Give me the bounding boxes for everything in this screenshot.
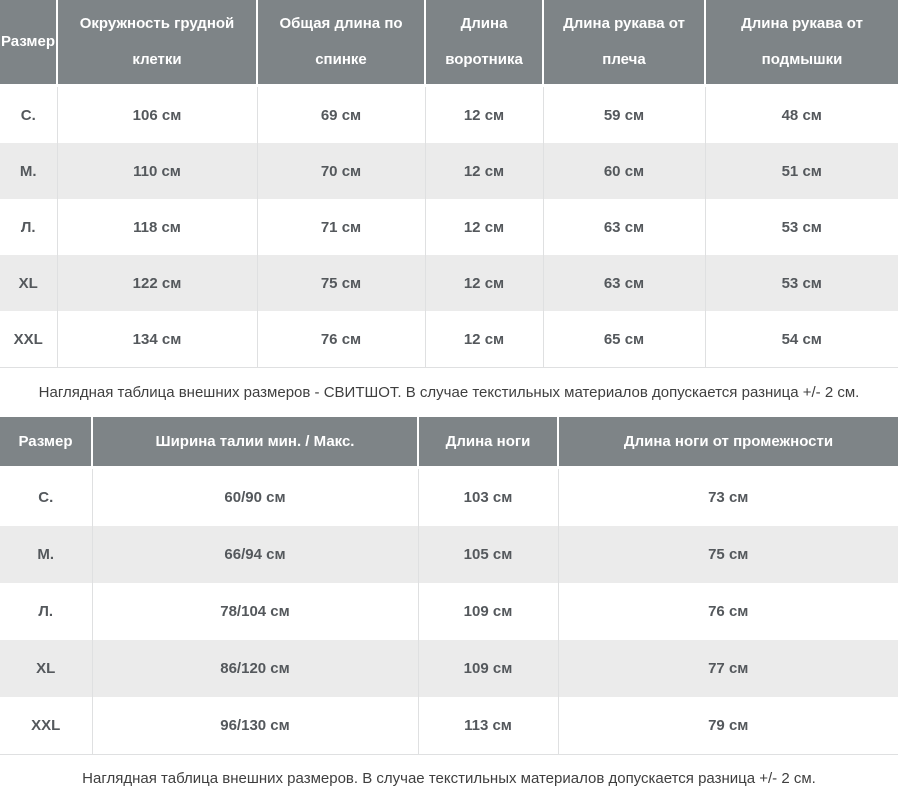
- value-cell: 51 см: [704, 143, 898, 199]
- value-cell: 75 см: [256, 255, 425, 311]
- header-cell-waist: Ширина талии мин. / Макс.: [91, 417, 418, 469]
- header-cell-collar: Длина воротника: [424, 0, 543, 87]
- value-cell: 113 см: [417, 697, 558, 755]
- size-cell: С.: [38, 489, 54, 506]
- upper-table-body: С. 106 см 69 см 12 см 59 см 48 см М. 110…: [0, 85, 898, 368]
- value-cell: 110 см: [56, 143, 257, 199]
- value-cell: 122 см: [56, 255, 257, 311]
- size-cell: С.: [20, 106, 36, 124]
- header-cell-sleeve-shoulder: Длина рукава от плеча: [542, 0, 705, 87]
- value-cell: 105 см: [417, 526, 558, 583]
- size-cell: XL: [36, 660, 56, 677]
- value-cell: 78/104 см: [91, 583, 418, 640]
- lower-table-body: С. 60/90 см 103 см 73 см М. 66/94 см 105…: [0, 467, 898, 755]
- value-cell: 73 см: [557, 467, 898, 526]
- header-cell-back-length: Общая длина по спинке: [256, 0, 425, 87]
- table-row: XXL 134 см 76 см 12 см 65 см 54 см: [0, 311, 898, 368]
- header-cell-size: Размер: [0, 417, 92, 469]
- value-cell: 79 см: [557, 697, 898, 755]
- value-cell: 66/94 см: [91, 526, 418, 583]
- value-cell: 118 см: [56, 199, 257, 255]
- header-cell-sleeve-armpit: Длина рукава от подмышки: [704, 0, 898, 87]
- value-cell: 76 см: [557, 583, 898, 640]
- value-cell: 12 см: [424, 85, 543, 143]
- lower-table-header: Размер Ширина талии мин. / Макс. Длина н…: [0, 417, 898, 469]
- table-row: XL 122 см 75 см 12 см 63 см 53 см: [0, 255, 898, 311]
- value-cell: 109 см: [417, 640, 558, 697]
- upper-table-note: Наглядная таблица внешних размеров - СВИ…: [38, 384, 860, 401]
- upper-size-table: Размер Окружность грудной клетки Общая д…: [0, 0, 898, 368]
- value-cell: 75 см: [557, 526, 898, 583]
- value-cell: 86/120 см: [91, 640, 418, 697]
- value-cell: 77 см: [557, 640, 898, 697]
- header-cell-inseam: Длина ноги от промежности: [557, 417, 898, 469]
- value-cell: 76 см: [256, 311, 425, 368]
- header-cell-leg-length: Длина ноги: [417, 417, 558, 469]
- value-cell: 103 см: [417, 467, 558, 526]
- value-cell: 96/130 см: [91, 697, 418, 755]
- header-cell-chest: Окружность грудной клетки: [56, 0, 257, 87]
- header-row: Размер Окружность грудной клетки Общая д…: [0, 0, 898, 87]
- table-row: Л. 78/104 см 109 см 76 см: [0, 583, 898, 640]
- value-cell: 71 см: [256, 199, 425, 255]
- size-cell: Л.: [38, 603, 54, 620]
- value-cell: 65 см: [542, 311, 705, 368]
- value-cell: 69 см: [256, 85, 425, 143]
- value-cell: 48 см: [704, 85, 898, 143]
- table-row: XL 86/120 см 109 см 77 см: [0, 640, 898, 697]
- value-cell: 53 см: [704, 255, 898, 311]
- value-cell: 53 см: [704, 199, 898, 255]
- size-cell: Л.: [20, 218, 36, 236]
- table-row: С. 60/90 см 103 см 73 см: [0, 467, 898, 526]
- size-cell: XL: [18, 274, 38, 292]
- value-cell: 59 см: [542, 85, 705, 143]
- value-cell: 109 см: [417, 583, 558, 640]
- value-cell: 70 см: [256, 143, 425, 199]
- table-row: М. 66/94 см 105 см 75 см: [0, 526, 898, 583]
- value-cell: 60 см: [542, 143, 705, 199]
- size-cell: XXL: [13, 330, 43, 348]
- value-cell: 12 см: [424, 255, 543, 311]
- value-cell: 63 см: [542, 199, 705, 255]
- value-cell: 54 см: [704, 311, 898, 368]
- value-cell: 12 см: [424, 311, 543, 368]
- header-row: Размер Ширина талии мин. / Макс. Длина н…: [0, 417, 898, 469]
- table-row: М. 110 см 70 см 12 см 60 см 51 см: [0, 143, 898, 199]
- value-cell: 12 см: [424, 143, 543, 199]
- table-row: С. 106 см 69 см 12 см 59 см 48 см: [0, 85, 898, 143]
- upper-table-header: Размер Окружность грудной клетки Общая д…: [0, 0, 898, 87]
- header-cell-size: Размер: [0, 0, 57, 87]
- value-cell: 60/90 см: [91, 467, 418, 526]
- size-cell: М.: [19, 162, 37, 180]
- value-cell: 106 см: [56, 85, 257, 143]
- size-cell: XXL: [31, 717, 61, 734]
- lower-size-table: Размер Ширина талии мин. / Макс. Длина н…: [0, 417, 898, 755]
- value-cell: 63 см: [542, 255, 705, 311]
- table-row: Л. 118 см 71 см 12 см 63 см 53 см: [0, 199, 898, 255]
- lower-table-note: Наглядная таблица внешних размеров. В сл…: [82, 769, 816, 787]
- size-cell: М.: [37, 546, 55, 563]
- value-cell: 12 см: [424, 199, 543, 255]
- table-row: XXL 96/130 см 113 см 79 см: [0, 697, 898, 755]
- value-cell: 134 см: [56, 311, 257, 368]
